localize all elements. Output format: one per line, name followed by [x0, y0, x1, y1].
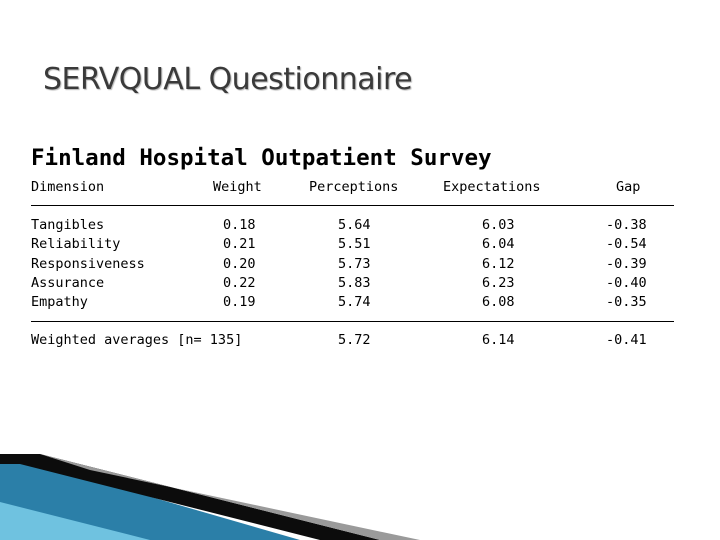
- header-dimension: Dimension: [31, 179, 105, 195]
- row-gap: -0.38: [606, 217, 647, 233]
- averages-label: Weighted averages [n= 135]: [31, 332, 243, 348]
- row-gap: -0.40: [606, 275, 647, 291]
- table-header-row: Dimension Weight Perceptions Expectation…: [0, 177, 720, 197]
- row-weight: 0.19: [223, 294, 256, 310]
- header-gap: Gap: [616, 179, 641, 195]
- averages-perceptions: 5.72: [338, 332, 371, 348]
- table-row: Reliability 0.21 5.51 6.04 -0.54: [0, 234, 720, 254]
- row-perceptions: 5.83: [338, 275, 371, 291]
- weighted-averages-row: Weighted averages [n= 135] 5.72 6.14 -0.…: [0, 330, 720, 350]
- row-weight: 0.20: [223, 256, 256, 272]
- table-row: Empathy 0.19 5.74 6.08 -0.35: [0, 292, 720, 312]
- row-perceptions: 5.51: [338, 236, 371, 252]
- survey-title: Finland Hospital Outpatient Survey: [31, 145, 492, 171]
- averages-gap: -0.41: [606, 332, 647, 348]
- row-weight: 0.22: [223, 275, 256, 291]
- header-divider: [31, 205, 674, 206]
- row-expectations: 6.23: [482, 275, 515, 291]
- row-weight: 0.21: [223, 236, 256, 252]
- footer-divider: [31, 321, 674, 322]
- row-gap: -0.35: [606, 294, 647, 310]
- row-expectations: 6.12: [482, 256, 515, 272]
- table-row: Assurance 0.22 5.83 6.23 -0.40: [0, 273, 720, 293]
- row-perceptions: 5.74: [338, 294, 371, 310]
- row-dimension: Tangibles: [31, 217, 105, 233]
- row-dimension: Reliability: [31, 236, 121, 252]
- row-expectations: 6.03: [482, 217, 515, 233]
- header-expectations: Expectations: [443, 179, 541, 195]
- decorative-swoosh: [0, 454, 420, 540]
- row-weight: 0.18: [223, 217, 256, 233]
- row-gap: -0.54: [606, 236, 647, 252]
- row-dimension: Empathy: [31, 294, 88, 310]
- swoosh-dark-band: [0, 454, 380, 540]
- row-expectations: 6.08: [482, 294, 515, 310]
- row-perceptions: 5.64: [338, 217, 371, 233]
- header-weight: Weight: [213, 179, 262, 195]
- table-row: Tangibles 0.18 5.64 6.03 -0.38: [0, 215, 720, 235]
- header-perceptions: Perceptions: [309, 179, 399, 195]
- slide-title: SERVQUAL Questionnaire: [43, 62, 413, 97]
- row-perceptions: 5.73: [338, 256, 371, 272]
- row-expectations: 6.04: [482, 236, 515, 252]
- swoosh-mid-band: [0, 462, 300, 540]
- row-dimension: Responsiveness: [31, 256, 145, 272]
- table-row: Responsiveness 0.20 5.73 6.12 -0.39: [0, 254, 720, 274]
- averages-expectations: 6.14: [482, 332, 515, 348]
- row-dimension: Assurance: [31, 275, 105, 291]
- row-gap: -0.39: [606, 256, 647, 272]
